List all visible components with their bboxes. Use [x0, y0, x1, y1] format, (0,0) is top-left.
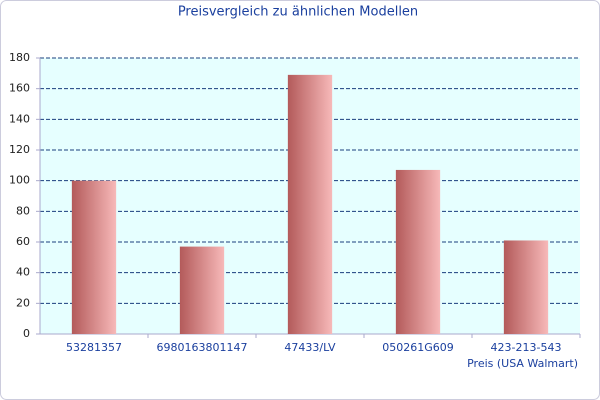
y-tick-label: 0	[23, 327, 30, 340]
x-tick-label: 47433/LV	[284, 341, 336, 354]
y-tick-label: 180	[9, 51, 30, 64]
bar	[71, 180, 117, 334]
y-tick-label: 60	[16, 235, 30, 248]
y-tick-label: 80	[16, 204, 30, 217]
y-tick-label: 160	[9, 82, 30, 95]
x-tick-label: 050261G609	[382, 341, 454, 354]
y-tick-label: 40	[16, 266, 30, 279]
bar	[179, 246, 225, 334]
bar	[503, 240, 549, 334]
y-tick-label: 20	[16, 296, 30, 309]
x-axis-label: Preis (USA Walmart)	[467, 357, 578, 370]
y-tick-label: 100	[9, 174, 30, 187]
bar	[287, 74, 333, 334]
x-tick-label: 53281357	[66, 341, 122, 354]
y-tick-label: 140	[9, 112, 30, 125]
x-tick-label: 6980163801147	[157, 341, 248, 354]
x-tick-label: 423-213-543	[491, 341, 562, 354]
y-tick-label: 120	[9, 143, 30, 156]
bar	[395, 169, 441, 334]
chart-title: Preisvergleich zu ähnlichen Modellen	[178, 5, 418, 20]
